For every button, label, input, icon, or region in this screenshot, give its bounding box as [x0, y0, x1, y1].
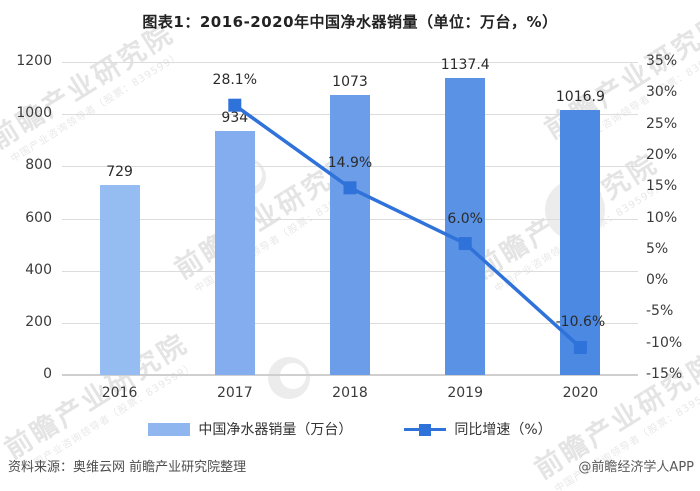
right-axis-tick: -10% — [646, 334, 683, 351]
x-axis-label-2019: 2019 — [447, 385, 483, 401]
bar-swatch-icon — [148, 422, 191, 436]
line-marker-2017 — [228, 98, 242, 112]
bar-2020 — [560, 109, 601, 375]
line-marker-2020 — [573, 340, 587, 354]
left-axis-tick: 800 — [25, 157, 52, 174]
line-value-label-2019: 6.0% — [447, 210, 483, 227]
right-axis-tick: -5% — [646, 303, 674, 320]
growth-line — [228, 98, 587, 354]
bar-2018 — [330, 95, 370, 375]
bar-2016 — [99, 184, 140, 375]
right-axis-tick: 35% — [646, 53, 678, 69]
bar-value-label-2020: 1016.9 — [555, 88, 605, 105]
line-swatch-marker — [419, 423, 432, 436]
left-axis-tick: 600 — [25, 209, 52, 226]
line-marker-2019 — [458, 237, 472, 251]
bar-value-label-2017: 934 — [221, 110, 249, 127]
bar-2019 — [445, 78, 486, 375]
legend-item-growth: 同比增速（%） — [404, 419, 552, 439]
gridline — [62, 374, 638, 376]
data-source-text: 资料来源：奥维云网 前瞻产业研究院整理 — [8, 460, 247, 475]
right-axis-tick: 10% — [646, 209, 678, 226]
x-axis-label-2020: 2020 — [562, 385, 599, 401]
bar-value-label-2018: 1073 — [332, 74, 368, 91]
right-axis-tick: 15% — [646, 178, 678, 195]
line-value-label-2020: -10.6% — [555, 314, 606, 331]
line-value-label-2017: 28.1% — [212, 72, 258, 89]
right-axis-tick: 20% — [646, 146, 678, 163]
left-axis-tick: 0 — [43, 366, 52, 382]
plot-area: 729 934 1073 1137.4 1016.9 28.1% 14.9% 6.0% -10.… — [62, 57, 638, 376]
bar-value-label-2019: 1137.4 — [440, 57, 490, 74]
line-marker-2018 — [343, 181, 357, 195]
legend-item-sales: 中国净水器销量（万台） — [148, 419, 352, 439]
x-axis-label-2016: 2016 — [101, 385, 138, 401]
left-axis-tick: 1200 — [16, 53, 52, 69]
left-axis-tick: 400 — [25, 261, 52, 278]
right-axis-tick: 0% — [646, 272, 669, 289]
right-axis-tick: 30% — [646, 84, 678, 101]
line-swatch-icon — [404, 423, 447, 436]
legend-label: 中国净水器销量（万台） — [198, 422, 353, 438]
chart-title: 图表1：2016-2020年中国净水器销量（单位：万台，%） — [142, 13, 558, 31]
x-axis-label-2018: 2018 — [332, 385, 368, 401]
credit-text: @前瞻经济学人APP — [578, 460, 694, 475]
line-value-label-2018: 14.9% — [327, 154, 373, 171]
legend-label: 同比增速（%） — [454, 422, 552, 438]
right-axis-tick: 5% — [646, 240, 669, 257]
left-axis-tick: 200 — [25, 313, 52, 330]
left-axis-tick: 1000 — [16, 105, 52, 122]
line-stroke — [233, 103, 582, 349]
bar-value-label-2016: 729 — [106, 163, 133, 180]
x-axis-label-2017: 2017 — [216, 385, 253, 401]
legend: 中国净水器销量（万台） 同比增速（%） — [0, 419, 700, 439]
gridline — [62, 62, 638, 63]
right-axis-tick: 25% — [646, 115, 678, 132]
right-axis-tick: -15% — [646, 366, 683, 382]
